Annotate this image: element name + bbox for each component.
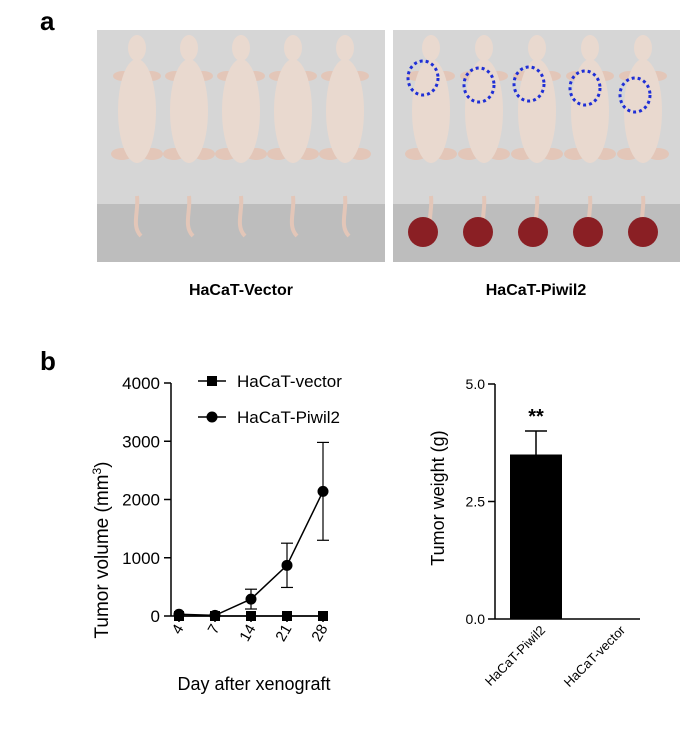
mice-right: [405, 35, 669, 247]
tumor-weight-chart: Tumor weight (g) 0.0 2.5 5.0 HaCaT-Piwil2 Ha…: [428, 376, 640, 690]
x-tick-label: 4: [169, 622, 188, 638]
tumor-circle: [618, 76, 652, 114]
mouse-body: [274, 59, 312, 163]
y-tick-label: 0: [151, 607, 160, 626]
mouse: [215, 35, 267, 238]
photo-hacat-vector: [97, 30, 385, 262]
data-point: [245, 593, 257, 605]
excised-tumor: [628, 217, 658, 247]
y-tick-label: 2.5: [466, 494, 486, 510]
y-tick-label: 1000: [122, 549, 160, 568]
tumor-circle: [462, 66, 496, 104]
mouse-body: [326, 59, 364, 163]
y-axis-label: Tumor weight (g): [428, 430, 448, 565]
mouse: [458, 35, 510, 238]
mouse-tail: [185, 195, 195, 238]
mice-left: [111, 35, 371, 238]
data-point: [282, 611, 292, 621]
mouse: [511, 35, 563, 238]
excised-tumor: [463, 217, 493, 247]
mouse-body: [222, 59, 260, 163]
mouse-head: [336, 35, 354, 61]
tumor-circle: [406, 59, 440, 97]
panel-label-a: a: [40, 6, 55, 36]
mouse: [617, 35, 669, 238]
mouse-body: [571, 59, 609, 163]
bar: [510, 454, 562, 619]
data-point: [281, 559, 293, 571]
series-1: [173, 441, 329, 621]
caption-hacat-piwil2: HaCaT-Piwil2: [485, 282, 587, 299]
panel-label-b: b: [40, 346, 56, 376]
mouse-tail: [341, 195, 351, 238]
x-tick-label: 14: [236, 622, 259, 645]
y-tick-label: 4000: [122, 374, 160, 393]
mouse-body: [624, 59, 662, 163]
mouse-body: [412, 59, 450, 163]
tumor-circle: [512, 65, 546, 103]
mouse-tail: [289, 195, 299, 238]
mouse-head: [422, 35, 440, 61]
legend-label: HaCaT-Piwil2: [237, 408, 340, 427]
mouse-head: [180, 35, 198, 61]
mouse-head: [634, 35, 652, 61]
data-point: [209, 609, 221, 621]
tumor-circle: [568, 69, 602, 107]
photo-hacat-piwil2: [393, 30, 680, 262]
mouse-body: [170, 59, 208, 163]
data-point: [246, 611, 256, 621]
y-tick-label: 0.0: [466, 611, 486, 627]
mouse-head: [128, 35, 146, 61]
y-axis-label: Tumor volume (mm3): [90, 462, 113, 639]
mouse-head: [475, 35, 493, 61]
data-point: [318, 611, 328, 621]
mouse-tail: [237, 195, 247, 238]
y-tick-label: 3000: [122, 432, 160, 451]
mouse: [267, 35, 319, 238]
data-point: [173, 608, 185, 620]
mouse: [564, 35, 616, 238]
mouse: [111, 35, 163, 238]
mouse: [405, 35, 457, 238]
mouse-body: [465, 59, 503, 163]
series-0: [174, 611, 328, 621]
mouse-head: [528, 35, 546, 61]
mouse-body: [518, 59, 556, 163]
mouse-tail: [133, 195, 143, 238]
mouse-head: [284, 35, 302, 61]
tumor-volume-chart: Tumor volume (mm3) Day after xenograft 0…: [90, 372, 342, 694]
mouse-body: [118, 59, 156, 163]
excised-tumor: [573, 217, 603, 247]
legend-marker: [207, 376, 217, 386]
mouse-head: [581, 35, 599, 61]
significance-annotation: **: [528, 406, 544, 428]
mouse: [319, 35, 371, 238]
mouse: [163, 35, 215, 238]
x-axis-label: Day after xenograft: [177, 674, 330, 694]
x-tick-label: 7: [205, 622, 224, 638]
excised-tumor: [408, 217, 438, 247]
mouse-head: [232, 35, 250, 61]
x-tick-label: 21: [272, 622, 295, 645]
y-tick-label: 2000: [122, 491, 160, 510]
caption-hacat-vector: HaCaT-Vector: [188, 282, 294, 299]
y-tick-label: 5.0: [466, 376, 486, 392]
legend-marker: [206, 411, 218, 423]
x-tick-label: HaCaT-vector: [561, 622, 629, 690]
x-tick-label: HaCaT-Piwil2: [482, 623, 548, 689]
data-point: [317, 485, 329, 497]
x-tick-label: 28: [308, 622, 331, 645]
legend-label: HaCaT-vector: [237, 372, 342, 391]
excised-tumor: [518, 217, 548, 247]
